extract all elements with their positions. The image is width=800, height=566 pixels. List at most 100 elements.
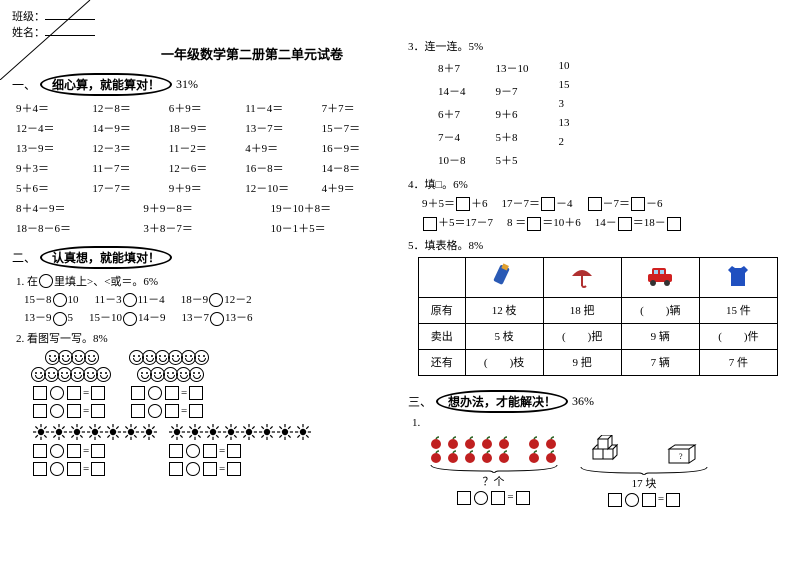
blank-sq[interactable] [423,217,437,231]
c: 13－9＝ [16,140,86,156]
sec6-s1: 1. [412,417,788,429]
blank-sq[interactable] [91,404,105,418]
c: 9＋4＝ [16,100,86,116]
blank-sq[interactable] [165,386,179,400]
blank-sq[interactable] [203,462,217,476]
class-label: 班级： [12,11,45,23]
blank-sq[interactable] [131,386,145,400]
blank-sq[interactable] [608,493,622,507]
blank-circ[interactable] [186,444,200,458]
blank-circ[interactable] [186,462,200,476]
blank-sq[interactable] [67,404,81,418]
blank-sq[interactable] [33,462,47,476]
blank-sq[interactable] [67,444,81,458]
v: 13－10 [496,60,529,76]
c: 18－9＝ [169,120,239,136]
v: ＋6 [471,198,488,210]
blank-sq[interactable] [227,462,241,476]
c: 12－3＝ [92,140,162,156]
blank-sq[interactable] [642,493,656,507]
blank-sq[interactable] [165,404,179,418]
blank-sq[interactable] [491,491,505,505]
blank-sq[interactable] [33,386,47,400]
blank-circ[interactable] [625,493,639,507]
blank-circ[interactable] [50,386,64,400]
blank-sq[interactable] [456,197,470,211]
c: 18 把 [543,297,621,323]
sec2-bubble: 认真想，就能填对！ [40,246,172,269]
c: 原有 [419,297,466,323]
v: 8 ＝ [507,217,526,229]
c: 5＋6＝ [16,180,86,196]
blank-circ[interactable] [474,491,488,505]
v: －4 [556,198,573,210]
blank-sq[interactable] [33,444,47,458]
c[interactable]: ( )件 [699,323,777,349]
blank-sq[interactable] [169,462,183,476]
blank-sq[interactable] [67,386,81,400]
blank-circ[interactable] [50,444,64,458]
blank-sq[interactable] [203,444,217,458]
blank-sq[interactable] [618,217,632,231]
blank-circ[interactable] [53,293,67,307]
blank-circ[interactable] [148,386,162,400]
v: 15－8 [24,294,52,306]
blank-sq[interactable] [227,444,241,458]
match-left: 8＋7 14－4 6＋7 7－4 10－8 [438,60,466,168]
blank-circ[interactable] [50,462,64,476]
blank-circ[interactable] [53,312,67,326]
v: 13－7 [182,312,210,324]
c: 9＋3＝ [16,160,86,176]
c[interactable]: ( )把 [543,323,621,349]
c: 9 把 [543,349,621,375]
v: 11－3 [95,294,122,306]
apple-qm: ？个 [483,473,505,489]
blank-sq[interactable] [516,491,530,505]
blank-sq[interactable] [541,197,555,211]
blank-circ[interactable] [123,293,137,307]
blank-sq[interactable] [33,404,47,418]
blank-circ[interactable] [123,312,137,326]
cubes-icon [591,435,627,465]
blank-circ[interactable] [209,293,223,307]
blank-sq[interactable] [169,444,183,458]
blank-sq[interactable] [91,386,105,400]
apple-group: ？个 = [428,435,559,507]
c[interactable]: ( )辆 [621,297,699,323]
class-blank[interactable] [45,8,95,20]
v: 6＋7 [438,106,466,122]
blank-sq[interactable] [91,444,105,458]
sun-right: = = [168,424,312,476]
sec6-bubble: 想办法，才能解决！ [436,390,568,413]
blank-sq[interactable] [131,404,145,418]
c: 7 辆 [621,349,699,375]
blank-sq[interactable] [527,217,541,231]
c: 15－7＝ [322,120,392,136]
blank-sq[interactable] [667,217,681,231]
c: 9＋9＝ [169,180,239,196]
match-right: 10 15 3 13 2 [559,60,570,168]
v: 2 [559,136,570,148]
sec4-t: 4．填□。6% [408,176,788,192]
v: 7－4 [438,129,466,145]
blank-sq[interactable] [457,491,471,505]
blank-sq[interactable] [666,493,680,507]
blank-sq[interactable] [67,462,81,476]
blank-circ[interactable] [50,404,64,418]
c: 7＋7＝ [322,100,392,116]
brace-icon [579,465,709,475]
c[interactable]: ( )枝 [465,349,543,375]
sec2-s1-t2: 里填上>、<或＝。6% [54,273,158,289]
blank-sq[interactable] [189,404,203,418]
blank-circ[interactable] [148,404,162,418]
name-blank[interactable] [45,24,95,36]
blank-sq[interactable] [189,386,203,400]
blank-sq[interactable] [631,197,645,211]
sec6-num: 三、 [408,393,432,410]
c: 12－4＝ [16,120,86,136]
cube-group: ? 17 块 = [579,435,709,507]
blank-circ[interactable] [210,312,224,326]
blank-sq[interactable] [91,462,105,476]
blank-sq[interactable] [588,197,602,211]
c: 16－8＝ [245,160,315,176]
